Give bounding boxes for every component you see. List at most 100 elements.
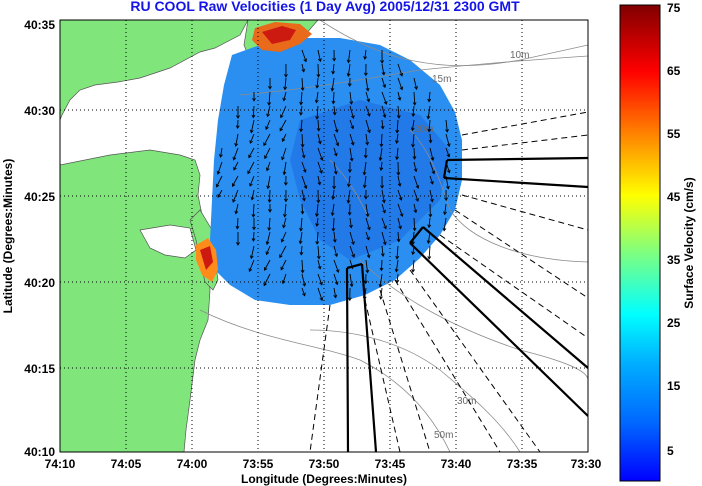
velocity-arrow bbox=[365, 245, 370, 258]
velocity-arrow-head bbox=[445, 185, 450, 190]
velocity-arrow-head bbox=[281, 156, 285, 161]
velocity-arrow-head bbox=[283, 86, 288, 91]
velocity-arrow bbox=[413, 147, 416, 160]
velocity-arrow-head bbox=[367, 113, 371, 117]
velocity-arrow-head bbox=[249, 129, 254, 134]
velocity-arrow-head bbox=[302, 292, 306, 297]
velocity-arrow-head bbox=[217, 194, 221, 198]
velocity-arrow bbox=[317, 119, 320, 131]
velocity-arrow-head bbox=[314, 213, 319, 218]
velocity-arrow bbox=[396, 147, 399, 160]
velocity-arrow-head bbox=[364, 195, 368, 200]
velocity-arrow bbox=[365, 217, 371, 230]
velocity-arrow-head bbox=[231, 183, 236, 187]
velocity-arrow-head bbox=[413, 209, 418, 214]
velocity-arrow bbox=[333, 119, 338, 133]
velocity-arrow-head bbox=[443, 211, 447, 216]
radar-range-dashes bbox=[309, 111, 588, 452]
velocity-arrow bbox=[381, 203, 386, 213]
velocity-arrow-head bbox=[280, 238, 285, 243]
colorbar-tick: 55 bbox=[667, 127, 681, 141]
velocity-arrow-head bbox=[395, 140, 399, 144]
velocity-arrow-head bbox=[280, 114, 284, 119]
velocity-arrow bbox=[428, 245, 431, 259]
velocity-arrow bbox=[379, 273, 383, 287]
y-tick: 40:30 bbox=[24, 104, 55, 118]
velocity-arrow-head bbox=[332, 57, 337, 62]
velocity-arrow bbox=[429, 161, 435, 174]
velocity-arrow bbox=[251, 189, 255, 200]
velocity-arrow-head bbox=[430, 157, 435, 161]
velocity-arrow-head bbox=[349, 157, 354, 162]
velocity-arrow bbox=[252, 105, 255, 118]
velocity-arrow bbox=[317, 245, 320, 259]
velocity-arrow-head bbox=[366, 236, 370, 241]
velocity-arrow-head bbox=[380, 125, 385, 130]
velocity-arrow-head bbox=[349, 101, 354, 105]
velocity-arrow-head bbox=[430, 198, 434, 203]
velocity-arrow-head bbox=[379, 167, 384, 172]
radar-beams bbox=[345, 156, 588, 452]
velocity-arrow bbox=[300, 245, 303, 255]
velocity-arrow-head bbox=[365, 87, 370, 92]
velocity-arrow-head bbox=[280, 266, 284, 271]
velocity-arrow bbox=[217, 161, 223, 175]
colorbar-tick: 35 bbox=[667, 253, 681, 267]
velocity-arrow bbox=[445, 133, 450, 147]
velocity-arrow bbox=[266, 245, 271, 255]
velocity-arrow-head bbox=[218, 154, 223, 158]
colorbar-tick: 25 bbox=[667, 316, 681, 330]
velocity-arrow bbox=[263, 273, 271, 286]
velocity-arrow-head bbox=[300, 143, 305, 148]
velocity-arrow-head bbox=[249, 255, 254, 260]
colorbar-tick: 45 bbox=[667, 190, 681, 204]
velocity-arrow-head bbox=[317, 181, 322, 186]
velocity-arrow bbox=[429, 175, 434, 185]
velocity-arrow bbox=[365, 119, 371, 133]
velocity-arrow bbox=[332, 189, 335, 200]
radar-beam-east bbox=[442, 156, 588, 189]
y-tick: 40:35 bbox=[24, 18, 55, 32]
velocity-arrow bbox=[301, 189, 305, 201]
velocity-arrow-head bbox=[426, 115, 431, 120]
velocity-arrow-head bbox=[348, 169, 352, 173]
velocity-arrow-head bbox=[315, 241, 320, 245]
velocity-arrow-head bbox=[315, 85, 320, 89]
velocity-arrow-head bbox=[396, 238, 401, 243]
velocity-arrow-head bbox=[362, 171, 367, 176]
velocity-arrow-head bbox=[315, 223, 320, 227]
velocity-arrow-head bbox=[394, 268, 399, 273]
velocity-arrow-head bbox=[298, 240, 303, 245]
velocity-arrow-head bbox=[412, 156, 417, 160]
velocity-arrow bbox=[317, 49, 321, 62]
x-tick: 73:30 bbox=[571, 457, 602, 471]
velocity-arrow-head bbox=[366, 98, 371, 103]
velocity-arrow bbox=[267, 105, 271, 117]
velocity-arrow-head bbox=[251, 213, 256, 218]
velocity-arrow bbox=[266, 161, 271, 171]
velocity-arrow bbox=[396, 119, 399, 133]
velocity-arrow bbox=[301, 259, 304, 273]
velocity-arrow-head bbox=[249, 183, 253, 187]
velocity-arrow-head bbox=[314, 99, 319, 104]
velocity-arrow-head bbox=[427, 98, 432, 103]
velocity-arrow bbox=[279, 119, 287, 131]
velocity-arrow-head bbox=[316, 255, 321, 260]
velocity-arrow bbox=[217, 189, 223, 198]
velocity-arrow bbox=[317, 175, 321, 185]
velocity-arrow-head bbox=[362, 184, 367, 189]
velocity-arrow-head bbox=[267, 199, 272, 203]
velocity-arrow-head bbox=[415, 198, 419, 202]
velocity-arrow-head bbox=[442, 227, 447, 232]
velocity-arrow bbox=[397, 91, 401, 101]
velocity-arrow-head bbox=[301, 154, 306, 159]
velocity-arrow bbox=[282, 273, 287, 284]
velocity-arrow bbox=[317, 133, 321, 144]
velocity-arrow-head bbox=[395, 129, 400, 134]
velocity-arrow-head bbox=[215, 183, 220, 188]
velocity-arrow-head bbox=[412, 102, 417, 106]
velocity-arrow-head bbox=[300, 269, 305, 274]
velocity-arrow bbox=[333, 133, 339, 146]
velocity-arrow-head bbox=[331, 196, 336, 200]
velocity-arrow-head bbox=[410, 127, 415, 132]
